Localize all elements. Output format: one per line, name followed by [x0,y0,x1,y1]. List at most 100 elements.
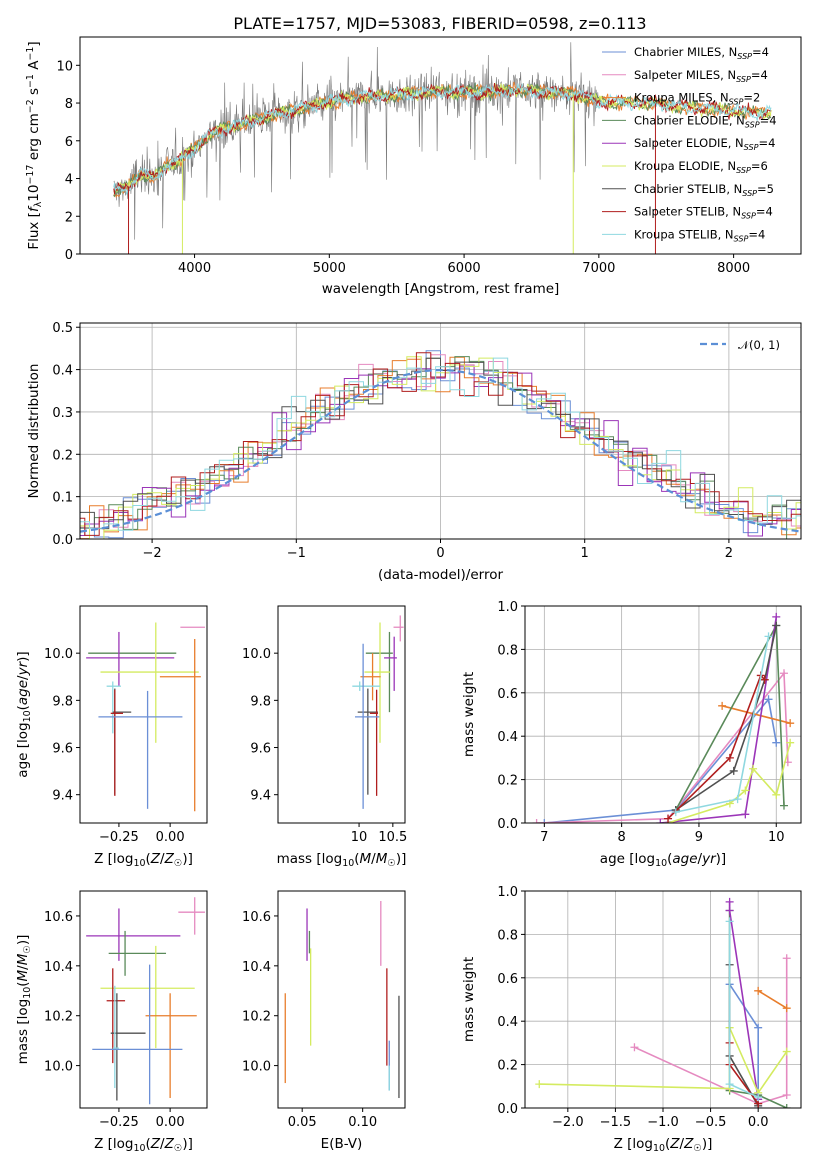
label-part: M [360,851,372,867]
y-tick-label: 4 [65,173,73,188]
label-part: Z [log [94,851,133,867]
x-tick-label: 10 [351,830,368,845]
histogram-series [80,357,801,539]
label-part: / [15,675,31,680]
label-part: yr [15,660,31,676]
label-part: )] [716,851,727,867]
y-axis-label: Normed distribution [26,364,42,499]
x-tick-label: 0.05 [288,1115,317,1130]
panel-residuals: −2 −1 0 1 2 0.0 0.1 0.2 0.3 0.4 0.5 𝒩(0, 1) (data-mo… [26,321,802,583]
plot-area [535,897,791,1108]
y-tick-label: 1.0 [497,600,518,615]
label-part: Chabrier STELIB, N [634,182,742,196]
y-axis-label: Flux [fλ10−17 erg cm−2 s−1 A−1] [25,41,44,249]
y-tick-label: 0.4 [52,364,73,379]
x-tick-label: 0.0 [748,1115,769,1130]
plot-area [113,42,772,254]
weight-marker [754,1023,763,1032]
weight-marker [725,1080,734,1089]
y-tick-label: 0.0 [497,817,518,832]
label-part: / [15,965,31,970]
legend-label: Chabrier MILES, NSSP=4 [634,45,769,61]
weight-marker [741,786,750,795]
label-part: Kroupa ELODIE, N [634,159,736,173]
x-tick-label: −1.0 [647,1115,679,1130]
legend-label: Chabrier ELODIE, NSSP=4 [634,113,777,129]
label-part: / [680,1136,685,1152]
y-tick-label: 0.4 [497,730,518,745]
label-part: yr [701,851,717,867]
label-part: =5 [757,182,774,196]
label-part: −1 [25,74,36,88]
weight-marker [782,1047,791,1056]
plot-area [86,622,205,812]
x-tick-label: 0.00 [156,830,185,845]
label-part: ( [15,981,31,986]
y-tick-label: 0.2 [52,448,73,463]
panel-age-vs-Z: −0.25 0.009.49.69.810.0Z [log10(Z/Z☉)]age… [15,605,208,869]
weight-marker [656,819,665,823]
label-part: )] [15,651,31,662]
label-part: age [672,851,697,867]
y-tick-label: 9.8 [250,694,271,709]
label-part: SSP [742,189,757,198]
label-part: / [698,851,703,867]
y-tick-label: 10 [56,59,73,74]
y-tick-label: 0.1 [52,491,73,506]
y-tick-label: 9.8 [52,694,73,709]
histogram-series [80,356,801,539]
label-part: ( [146,1136,151,1152]
y-axis-label: age [log10(age/yr)] [15,651,33,777]
y-tick-label: 10.0 [242,1060,271,1075]
x-tick-label: 0.10 [348,1115,377,1130]
label-part: ☉ [387,858,395,869]
label-part: SSP [744,143,759,152]
weight-marker [782,1090,791,1099]
label-part: )] [182,1136,193,1152]
label-part: Z [log [614,1136,653,1152]
label-part: 10 [655,858,667,869]
label-part: ☉ [693,1143,701,1154]
label-part: ( [667,851,672,867]
weight-line [675,625,778,811]
label-part: =4 [752,45,769,59]
histogram-series [80,357,801,531]
label-part: Z [log [94,1136,133,1152]
x-axis-label: age [log10(age/yr)] [600,851,726,869]
label-part: SSP [734,234,749,243]
label-part: =4 [756,205,773,219]
y-tick-label: 10.2 [44,1010,73,1025]
panel-mass-weight-vs-Z: −2.0 −1.5 −1.0 −0.5 0.0 0.0 0.2 0.4 0.6 0.8 1.0 Z [… [461,885,802,1154]
normal-reference-curve [80,368,801,533]
weight-marker [782,1004,791,1013]
weight-line [667,742,791,823]
x-tick-label: 8 [617,830,625,845]
plot-area [86,897,205,1105]
y-tick-label: 0.4 [497,1015,518,1030]
weight-marker [671,808,680,817]
x-tick-label: 8000 [717,261,750,276]
y-tick-label: 0.0 [497,1102,518,1117]
label-part: Salpeter ELODIE, N [634,136,744,150]
weight-marker [760,675,769,684]
weight-marker [779,669,788,678]
plot-area [284,900,400,1099]
weight-marker [741,810,750,819]
y-axis-label: mass weight [461,957,477,1042]
label-part: SSP [729,98,744,107]
label-part: Kroupa STELIB, N [634,227,734,241]
label-part: s [26,88,42,99]
weight-marker [754,1093,763,1102]
x-axis-label: wavelength [Angstrom, rest frame] [322,281,560,297]
y-axis-label: mass weight [461,672,477,757]
legend-label: Kroupa ELODIE, NSSP=6 [634,159,768,175]
label-part: ( [354,851,359,867]
weight-marker [725,917,734,926]
weight-marker [772,738,781,747]
label-part: 10 [342,858,354,869]
observed-spectrum [113,42,600,240]
label-part: 10 [26,185,42,202]
weight-marker [779,801,788,810]
